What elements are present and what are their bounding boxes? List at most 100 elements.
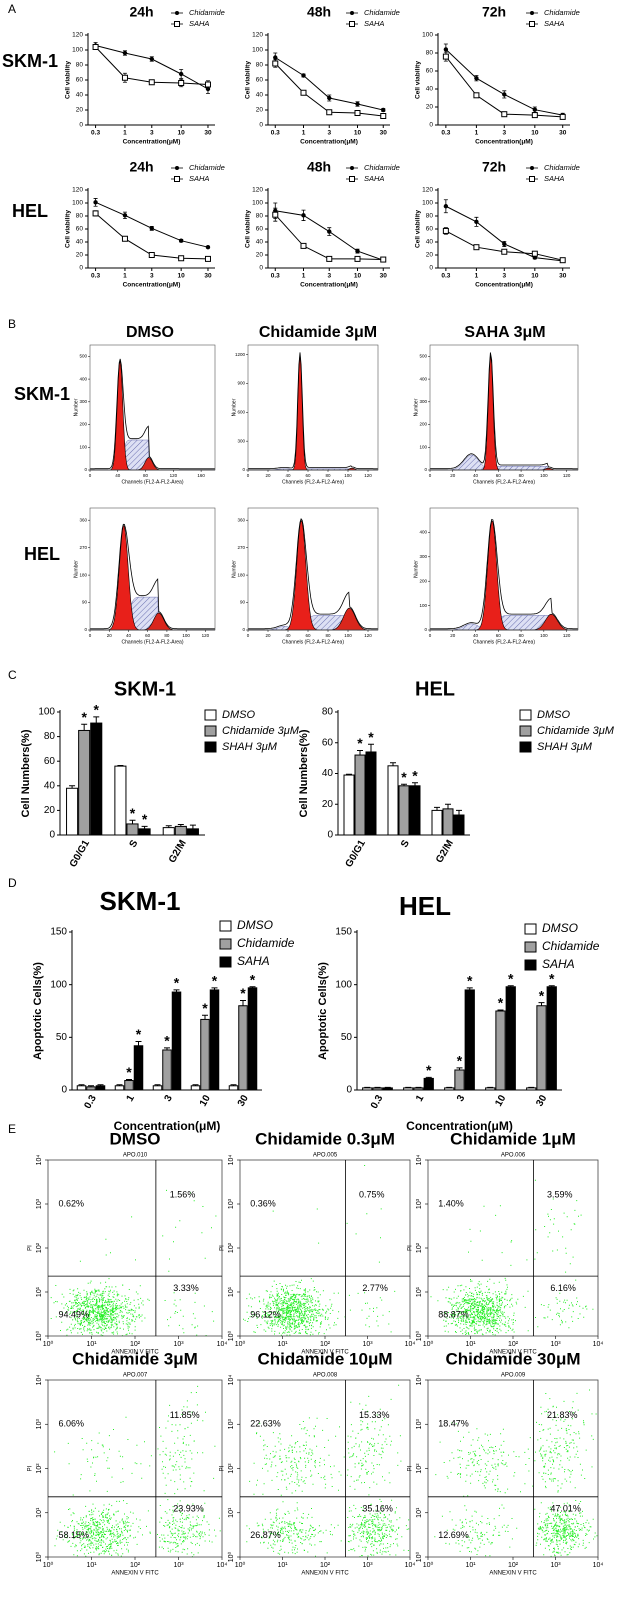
y-tick-label: 10⁰ <box>227 1331 235 1342</box>
chart-title: Chidamide 3μM <box>72 1349 198 1368</box>
plot-frame <box>89 507 216 631</box>
y-tick-label: 200 <box>419 578 427 583</box>
y-tick-label: 60 <box>44 756 56 767</box>
point <box>149 226 154 231</box>
panel-letter: C <box>8 668 17 682</box>
y-tick-label: 10⁴ <box>228 1155 235 1166</box>
bar <box>442 808 454 836</box>
significance-star: * <box>368 729 374 745</box>
y-tick-label: 20 <box>322 799 334 810</box>
x-tick-label: S <box>128 838 141 850</box>
bar <box>423 1077 434 1091</box>
y-axis-label: Number <box>231 560 237 578</box>
bar <box>95 1085 106 1091</box>
point <box>121 74 128 81</box>
legend-swatch <box>524 941 537 953</box>
chart-title: DMSO <box>110 1129 161 1148</box>
x-tick-label: 0 <box>429 473 432 478</box>
x-tick-label: 0.3 <box>441 273 450 280</box>
x-tick-label: 120 <box>563 473 571 478</box>
y-tick-label: 0 <box>346 1085 352 1096</box>
x-tick-label: 10³ <box>362 1562 373 1569</box>
bar <box>431 809 443 836</box>
x-tick-label: 10⁴ <box>217 1562 228 1569</box>
y-tick-label: 60 <box>322 737 334 748</box>
y-tick-label: 0 <box>242 627 245 632</box>
plot-label: APO.010 <box>123 1153 148 1159</box>
legend-label: SHAH 3μM <box>222 741 278 753</box>
y-tick-label: 10² <box>228 1463 235 1474</box>
row-label: HEL <box>24 544 60 564</box>
x-axis-label: Concentration(μM) <box>300 139 358 146</box>
point <box>300 89 307 96</box>
error-bar <box>135 1041 142 1046</box>
y-tick-label: 40 <box>426 86 434 93</box>
quadrant-label: 23.93% <box>173 1504 204 1514</box>
y-tick-label: 500 <box>419 354 427 359</box>
x-tick-label: 10³ <box>173 1562 184 1569</box>
hist-outline <box>248 518 378 630</box>
chart-title: HEL <box>399 891 451 921</box>
point <box>502 241 507 247</box>
quadrant-label: 15.33% <box>359 1410 390 1420</box>
error-bar <box>93 716 100 724</box>
dot-cloud <box>157 1499 221 1558</box>
chart-title: 72h <box>482 159 506 175</box>
chart-title: SKM-1 <box>114 678 176 700</box>
y-tick-label: 10³ <box>36 1419 43 1430</box>
y-axis-label: Number <box>413 398 419 416</box>
legend-marker <box>349 176 355 182</box>
y-tick-label: 10⁴ <box>36 1375 43 1386</box>
y-tick-label: 120 <box>252 32 263 39</box>
y-tick-label: 10² <box>36 1463 43 1474</box>
x-axis-label: Channels (FL2-A-FL2-Area) <box>282 639 344 645</box>
point <box>502 92 507 97</box>
dot-cloud <box>54 1500 151 1557</box>
x-tick-label: 0 <box>89 633 92 638</box>
x-tick-label: 30 <box>534 1093 549 1109</box>
y-tick-label: 0 <box>259 265 263 272</box>
legend-swatch <box>219 920 232 932</box>
y-tick-label: 10² <box>36 1242 43 1253</box>
x-axis-label: ANNEXIN V FITC <box>489 1571 537 1577</box>
y-tick-label: 0 <box>84 467 87 472</box>
x-tick-label: 0.3 <box>91 130 100 137</box>
y-tick-label: 500 <box>79 354 87 359</box>
point <box>354 110 361 116</box>
y-tick-label: 10³ <box>416 1419 423 1430</box>
bar <box>228 1085 239 1091</box>
x-tick-label: 3 <box>163 1093 176 1104</box>
y-tick-label: 40 <box>44 780 56 791</box>
y-tick-label: 40 <box>256 92 264 99</box>
bar <box>398 785 410 836</box>
x-axis-label: Channels (FL2-A-FL2-Area) <box>473 479 535 485</box>
error-bar <box>189 824 196 829</box>
legend-swatch <box>519 725 532 737</box>
x-tick-label: 10² <box>320 1562 331 1569</box>
significance-star: * <box>126 1064 132 1080</box>
y-tick-label: 10⁰ <box>35 1331 43 1342</box>
row-label: SKM-1 <box>2 51 58 71</box>
x-tick-label: 20 <box>107 633 113 638</box>
point <box>301 73 306 78</box>
x-tick-label: 80 <box>164 633 170 638</box>
y-tick-label: 0 <box>242 467 245 472</box>
point <box>443 204 449 209</box>
legend-label: SAHA <box>364 174 384 183</box>
bar <box>78 729 91 836</box>
point <box>178 71 184 77</box>
x-tick-label: 80 <box>325 633 331 638</box>
legend-swatch <box>204 725 217 737</box>
point <box>442 53 449 60</box>
point <box>93 200 98 205</box>
x-tick-label: 30 <box>236 1093 251 1109</box>
error-bar <box>81 723 88 731</box>
bar <box>200 1018 210 1091</box>
y-tick-label: 80 <box>76 213 84 220</box>
y-tick-label: 80 <box>256 62 264 69</box>
y-tick-label: 270 <box>79 545 87 550</box>
legend-marker <box>349 21 355 27</box>
x-tick-label: 10² <box>508 1341 519 1348</box>
y-axis-label: PI <box>28 1465 34 1471</box>
significance-star: * <box>508 970 514 986</box>
